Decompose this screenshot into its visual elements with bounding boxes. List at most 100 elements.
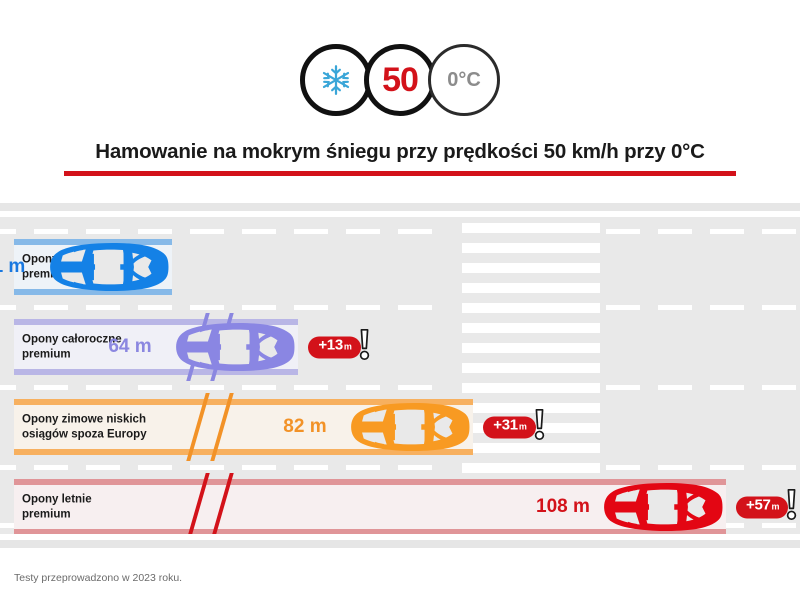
distance-value: 51 m [0,256,26,277]
band-edge-top [14,239,172,245]
lane-dash [398,305,432,310]
lane-line [0,229,800,234]
lane-dash [0,465,16,470]
delta-unit: m [771,501,780,511]
lane-dash [242,385,276,390]
crossing-stripe [462,443,600,453]
page-title: Hamowanie na mokrym śniegu przy prędkośc… [95,140,705,163]
lane-dash [658,465,692,470]
distance-value: 82 m [283,416,327,437]
lane-dash [346,465,380,470]
lane-dash [398,465,432,470]
lane-dash [658,229,692,234]
band-edge-bottom [14,369,299,375]
curb-bottom [0,540,800,548]
lane-dash [190,465,224,470]
delta-unit: m [518,421,527,431]
lane-dash [86,465,120,470]
lane-dash [138,465,172,470]
delta-pill: +57 m [736,496,789,518]
break-slash [186,393,210,461]
delta-badge: +57 m [736,488,800,527]
crossing-stripe [462,463,600,473]
lane-dash [710,305,744,310]
lane-dash [190,305,224,310]
lane-dash [762,305,796,310]
exclamation-icon [534,408,544,441]
lane-dash [0,305,16,310]
lane-dash [762,465,796,470]
tire-type-label: Opony letnie premium [22,493,92,520]
lane-dash [294,229,328,234]
lane-dash [34,465,68,470]
band-edge-bottom [14,289,172,295]
lane-dash [294,385,328,390]
delta-unit: m [343,341,352,351]
crossing-stripe [462,243,600,253]
break-slash [210,473,234,534]
curb-top [0,203,800,211]
road-panel: Opony zimowe premium51 m Opony całoroczn… [0,203,800,548]
lane-dash [86,305,120,310]
band-edge-top [14,399,474,405]
lane-dash [138,305,172,310]
car-icon [594,479,726,535]
lane-dash [710,385,744,390]
crossing-stripe [462,263,600,273]
lane-dash [346,385,380,390]
lane-dash [34,229,68,234]
lane-dash [138,385,172,390]
car-icon [166,319,298,376]
temperature-label: 0°C [447,68,481,91]
title-underline [64,171,736,176]
measurement-row: Opony letnie premium 108 m +57 m [0,473,800,535]
lane-dash [346,305,380,310]
crossing-stripe [462,323,600,333]
speed-limit-badge: 50 [364,44,436,116]
lane-line [0,305,800,310]
lane-dash [762,523,796,528]
lane-dash [346,229,380,234]
lane-dash [606,465,640,470]
lane-dash [398,229,432,234]
delta-value: +31 [493,416,518,433]
measurement-row: Opony zimowe niskich osiągów spoza Europ… [0,393,800,461]
break-slash [186,473,210,534]
band-edge-bottom [14,529,726,534]
crossing-stripe [462,223,600,233]
lane-dash [294,465,328,470]
road-break-slashes [186,393,240,461]
crossing-stripe [462,343,600,353]
lane-dash [86,385,120,390]
header-badge-row: 50 0°C [0,44,800,116]
measurement-row: Opony zimowe premium51 m [0,239,800,295]
lane-dash [138,229,172,234]
lane-dash [762,385,796,390]
warning-exclamation [356,328,373,367]
lane-dash [0,523,16,528]
lane-dash [242,229,276,234]
delta-badge: +31 m [483,408,547,447]
crossing-stripe [462,303,600,313]
snowflake-badge [300,44,372,116]
road-surface: Opony zimowe premium51 m Opony całoroczn… [0,217,800,534]
distance-value: 64 m [108,336,152,357]
band-edge-bottom [14,449,474,455]
car-icon [341,399,473,456]
road-break-slashes [186,473,240,534]
lane-dash [34,385,68,390]
crossing-stripe [462,363,600,373]
tire-type-label: Opony zimowe niskich osiągów spoza Europ… [22,413,147,440]
lane-dash [710,523,744,528]
lane-dash [0,229,16,234]
car-icon [40,239,172,296]
crossing-stripe [462,383,600,393]
crossing-stripe [462,403,600,413]
lane-dash [294,305,328,310]
footnote: Testy przeprowadzono w 2023 roku. [14,572,183,584]
lane-dash [86,229,120,234]
lane-dash [34,305,68,310]
lane-dash [190,229,224,234]
band-edge-top [14,319,299,325]
